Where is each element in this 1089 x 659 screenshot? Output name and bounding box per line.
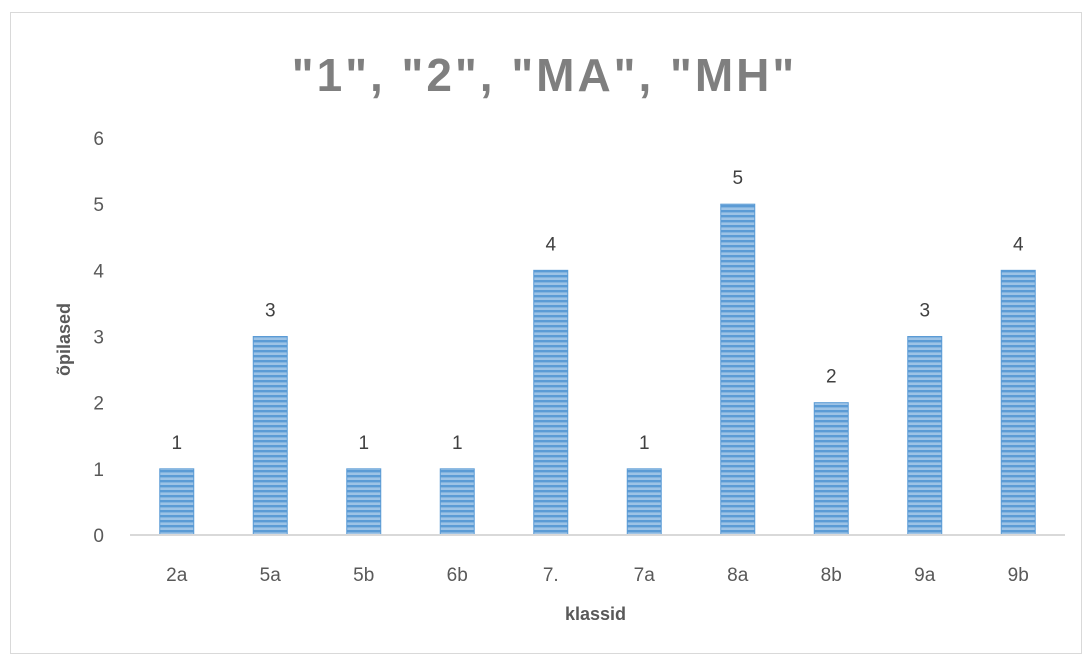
x-tick-label: 7a (634, 565, 656, 586)
y-tick-label: 2 (93, 394, 104, 415)
x-tick-label: 8a (727, 565, 749, 586)
bar (907, 336, 943, 536)
x-tick-label: 6b (447, 565, 468, 586)
x-tick-label: 5a (260, 565, 282, 586)
bar (439, 468, 475, 536)
bar (813, 402, 849, 536)
chart-title: "1", "2", "MA", "MH" (291, 49, 798, 101)
y-tick-label: 4 (93, 261, 104, 282)
data-label: 1 (171, 433, 182, 454)
data-label: 3 (919, 301, 930, 322)
bar (533, 269, 569, 536)
x-tick-label: 7. (543, 565, 559, 586)
y-tick-label: 1 (93, 460, 104, 481)
bar (1000, 269, 1036, 536)
x-tick-label: 9a (914, 565, 936, 586)
y-tick-label: 6 (93, 129, 104, 150)
bar (252, 336, 288, 536)
x-axis-ticks: 2a 5a 5b 6b 7. 7a 8a 8b 9a 9b (166, 565, 1029, 586)
bar (626, 468, 662, 536)
x-tick-label: 9b (1008, 565, 1029, 586)
data-label: 5 (732, 168, 743, 189)
y-tick-label: 5 (93, 195, 104, 216)
data-label: 4 (1013, 234, 1024, 255)
data-label: 4 (545, 234, 556, 255)
y-axis-ticks: 0 1 2 3 4 5 6 (93, 129, 104, 547)
x-axis-title: klassid (565, 604, 626, 624)
bar (159, 468, 195, 536)
data-label: 2 (826, 367, 837, 388)
data-label: 1 (639, 433, 650, 454)
y-tick-label: 3 (93, 328, 104, 349)
data-label: 1 (358, 433, 369, 454)
y-axis-title: õpilased (54, 303, 74, 376)
data-label: 3 (265, 301, 276, 322)
bar (720, 203, 756, 536)
y-tick-label: 0 (93, 526, 104, 547)
x-tick-label: 2a (166, 565, 188, 586)
data-labels: 1 3 1 1 4 1 5 2 3 4 (171, 168, 1024, 454)
x-tick-label: 5b (353, 565, 374, 586)
bar (346, 468, 382, 536)
x-tick-label: 8b (821, 565, 842, 586)
data-label: 1 (452, 433, 463, 454)
bars (159, 203, 1036, 536)
